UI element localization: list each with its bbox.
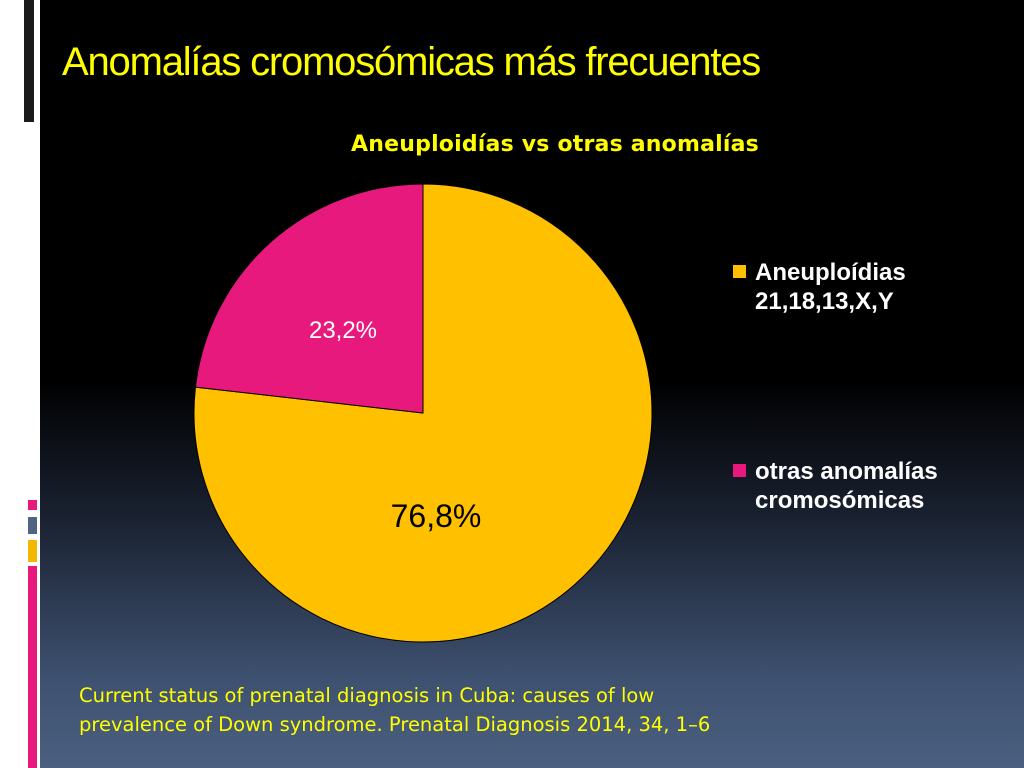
decor-block-gold <box>28 540 37 562</box>
pie-slice-label: 23,2% <box>309 317 377 344</box>
decor-bar <box>24 0 34 122</box>
pie-slice <box>193 183 653 643</box>
decor-block-slate <box>28 517 37 534</box>
citation-line-1: Current status of prenatal diagnosis in … <box>79 684 655 707</box>
legend-item-otras: otras anomalías cromosómicas <box>733 457 995 515</box>
legend-label-otras: otras anomalías cromosómicas <box>755 458 938 514</box>
legend-swatch-aneuploidias <box>733 265 746 278</box>
legend-label-aneuploidias: Aneuploídias 21,18,13,X,Y <box>755 259 906 315</box>
legend-swatch-otras <box>733 464 746 477</box>
decor-block-pink-long <box>28 566 37 768</box>
pie-slice-label: 76,8% <box>391 498 482 534</box>
slide-title: Anomalías cromosómicas más frecuentes <box>62 40 761 84</box>
decor-bar <box>17 0 21 122</box>
chart-title: Aneuploidías vs otras anomalías <box>351 132 759 157</box>
legend-item-aneuploidias: Aneuploídias 21,18,13,X,Y <box>733 258 995 316</box>
citation: Current status of prenatal diagnosis in … <box>79 681 779 739</box>
decor-bar <box>34 0 36 122</box>
pie-slice <box>194 183 424 414</box>
citation-line-2: prevalence of Down syndrome. Prenatal Di… <box>79 713 711 736</box>
decor-block-pink <box>28 500 37 510</box>
